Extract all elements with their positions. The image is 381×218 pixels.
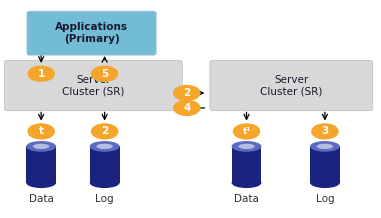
Circle shape	[91, 124, 118, 139]
Ellipse shape	[33, 144, 50, 149]
Bar	[90, 146, 120, 183]
Ellipse shape	[310, 177, 340, 188]
Text: t: t	[38, 126, 44, 136]
Ellipse shape	[232, 141, 261, 152]
Text: 2: 2	[183, 88, 190, 98]
Text: Log: Log	[95, 194, 114, 204]
Text: 2: 2	[101, 126, 108, 136]
Ellipse shape	[26, 177, 56, 188]
Ellipse shape	[90, 141, 120, 152]
Ellipse shape	[232, 177, 261, 188]
Text: Log: Log	[315, 194, 334, 204]
Ellipse shape	[96, 144, 113, 149]
Text: Server
Cluster (SR): Server Cluster (SR)	[260, 75, 322, 96]
Circle shape	[91, 66, 118, 81]
Circle shape	[28, 66, 54, 81]
Text: 3: 3	[321, 126, 328, 136]
FancyBboxPatch shape	[27, 11, 156, 55]
Ellipse shape	[238, 144, 255, 149]
Text: Applications
(Primary): Applications (Primary)	[55, 22, 128, 44]
Text: Server
Cluster (SR): Server Cluster (SR)	[62, 75, 125, 96]
FancyBboxPatch shape	[5, 60, 182, 111]
Text: 5: 5	[101, 69, 108, 79]
Text: Data: Data	[234, 194, 259, 204]
Ellipse shape	[26, 141, 56, 152]
Bar	[310, 146, 340, 183]
Bar	[232, 146, 261, 183]
Ellipse shape	[90, 177, 120, 188]
Circle shape	[28, 124, 54, 139]
Text: t¹: t¹	[242, 127, 251, 136]
Text: 1: 1	[37, 69, 45, 79]
Bar	[26, 146, 56, 183]
Ellipse shape	[317, 144, 333, 149]
Circle shape	[174, 100, 200, 115]
Circle shape	[234, 124, 259, 139]
Text: 4: 4	[183, 103, 190, 113]
FancyBboxPatch shape	[210, 60, 373, 111]
Ellipse shape	[310, 141, 340, 152]
Text: Data: Data	[29, 194, 54, 204]
Circle shape	[312, 124, 338, 139]
Circle shape	[174, 85, 200, 100]
